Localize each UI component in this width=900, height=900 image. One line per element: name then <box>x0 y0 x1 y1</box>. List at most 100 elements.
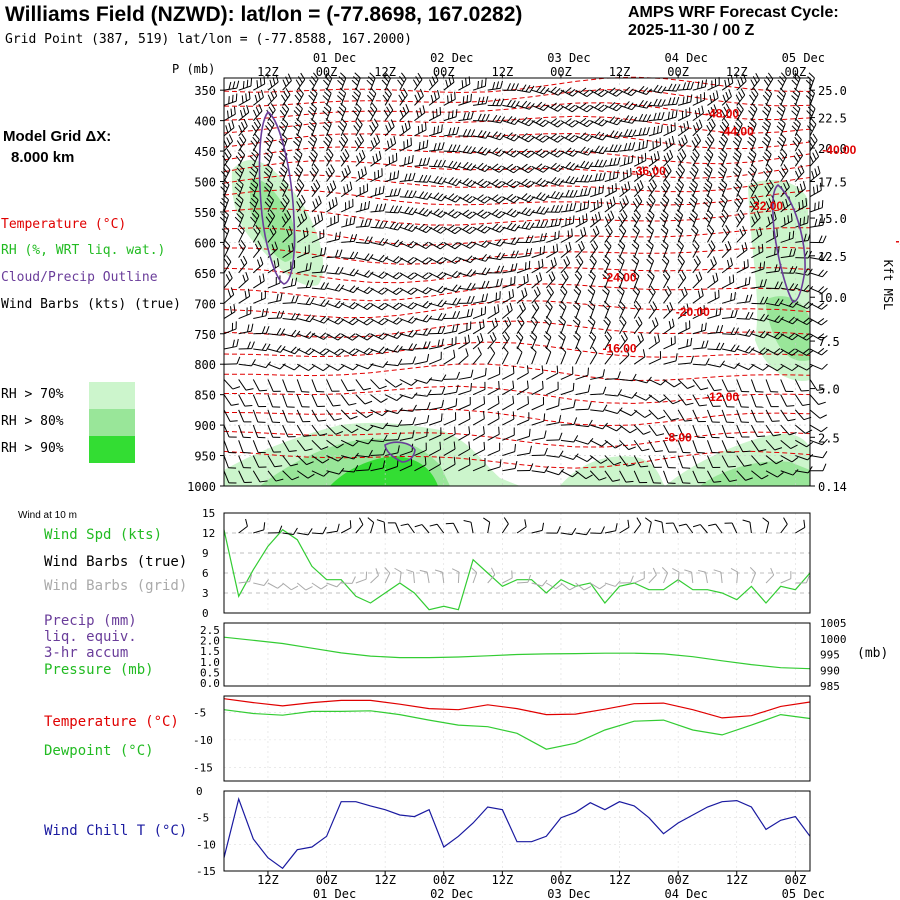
wind-barb <box>677 440 691 454</box>
wind-barb <box>575 174 593 183</box>
wind-barb <box>501 346 509 365</box>
wind-barb <box>311 379 325 393</box>
rh-shading <box>330 456 438 486</box>
wind-speed-line <box>223 528 811 611</box>
isotherm-label: -20.00 <box>676 305 710 319</box>
wind-barb <box>560 215 575 228</box>
wind-barb <box>282 424 296 438</box>
wind-barb <box>762 87 773 106</box>
wind-barb <box>751 243 764 259</box>
wind-barb <box>223 394 239 406</box>
pressure-tick-label: 650 <box>194 267 216 281</box>
surface-wind-barb-grid <box>531 579 548 587</box>
wind-barb <box>220 178 230 197</box>
wind-barb <box>531 163 550 173</box>
wind-barb <box>370 460 386 472</box>
wind-barb <box>370 434 388 443</box>
wind-barb <box>575 213 588 228</box>
legend-barbs-true: Wind Barbs (true) <box>44 554 188 570</box>
wind-barb <box>766 281 783 290</box>
wind-barb <box>529 331 538 350</box>
pressure-tick-label: 600 <box>194 236 216 250</box>
wind-barb <box>516 221 535 230</box>
wind-barb <box>791 118 801 137</box>
isotherm-line <box>224 363 811 382</box>
wind-barb <box>472 319 485 335</box>
wind-tick-label: 3 <box>202 587 209 600</box>
wind-barb <box>443 426 456 441</box>
wind-barb <box>707 256 717 274</box>
wind-barb <box>296 210 308 228</box>
wind-barb <box>560 453 579 460</box>
wind-tick-label: 6 <box>202 567 209 580</box>
precip-tick-label: 0.5 <box>200 666 220 679</box>
wind-barb <box>604 130 623 139</box>
wind-barb <box>618 224 627 243</box>
wind-barb <box>721 424 735 439</box>
wind-barb <box>399 120 411 137</box>
windchill-tick-label: -10 <box>196 838 216 851</box>
wind-barb <box>795 181 806 198</box>
wind-barb <box>355 302 374 311</box>
wind-barb <box>472 381 486 396</box>
wind-barb <box>502 163 521 174</box>
wind-barb <box>428 224 447 234</box>
wind-barb <box>633 316 643 335</box>
wind-barb <box>764 179 774 198</box>
wind-barb <box>732 163 742 182</box>
wind-barb <box>791 72 801 91</box>
wind-barb <box>633 166 646 182</box>
wind-barb <box>762 102 772 121</box>
wind-barb <box>252 240 262 258</box>
wind-barb <box>223 304 236 319</box>
wind-barb <box>663 318 675 335</box>
bottom-hour-label: 12Z <box>609 873 631 887</box>
legend-accum: 3-hr accum <box>44 645 129 661</box>
wind-barb <box>414 314 433 323</box>
wind-barb <box>282 379 295 393</box>
wind-barb <box>560 87 579 97</box>
height-tick-label: 7.5 <box>818 335 840 349</box>
wind-barb <box>631 209 641 228</box>
wind-barb <box>777 148 788 167</box>
wind-barb <box>531 465 549 474</box>
wind-barb <box>502 148 521 158</box>
wind-barb <box>282 242 294 259</box>
wind-barb <box>707 240 716 258</box>
wind-barb <box>297 280 314 289</box>
wind-barb <box>458 93 472 106</box>
wind-barb <box>751 261 766 274</box>
wind-barb <box>560 470 579 478</box>
wind-barb <box>443 371 460 380</box>
wind-barb <box>399 287 418 295</box>
surface-wind-barb <box>387 522 401 534</box>
wind-barb <box>238 470 252 484</box>
wind-barb <box>487 395 500 411</box>
wind-barb <box>736 329 755 337</box>
wind-barb <box>558 300 567 319</box>
wind-barb <box>370 254 389 263</box>
wind-barb <box>326 348 345 356</box>
wind-barb <box>516 178 535 188</box>
wind-barb <box>355 437 374 445</box>
wind-barb <box>223 440 237 454</box>
wind-barb <box>663 455 676 469</box>
wind-barb <box>604 196 616 213</box>
wind-barb <box>443 241 462 250</box>
wind-barb <box>776 118 786 137</box>
wind-barb <box>414 353 430 365</box>
legend-temperature-sfc: Temperature (°C) <box>44 714 179 730</box>
wind-barb <box>326 424 343 435</box>
top-hour-label: 12Z <box>257 65 279 79</box>
wind-barb <box>428 427 442 441</box>
surface-wind-barb-grid <box>589 582 607 590</box>
height-axis-title: Kft MSL <box>881 260 895 311</box>
wind-barb <box>367 102 378 121</box>
cross-section-panel <box>223 77 811 487</box>
wind-barb <box>604 371 621 380</box>
wind-barb <box>780 439 798 450</box>
surface-wind-barb <box>501 517 509 534</box>
wind-barb <box>590 145 608 155</box>
wind-barb <box>619 181 631 198</box>
surface-wind-barb-grid <box>619 575 634 584</box>
